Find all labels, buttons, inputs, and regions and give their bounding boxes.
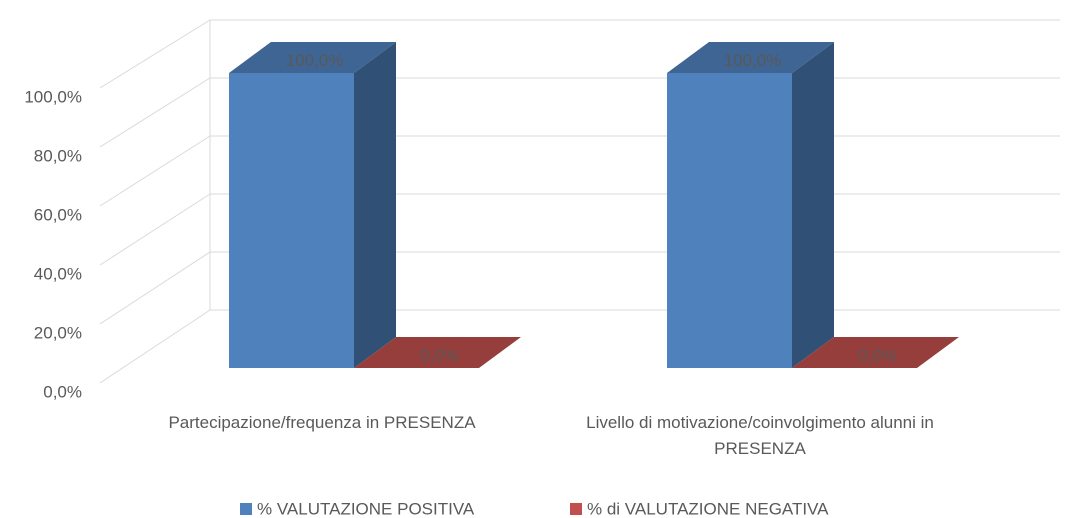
y-tick-label: 20,0% (34, 323, 82, 342)
bar (229, 73, 354, 368)
y-tick-label: 80,0% (34, 146, 82, 165)
bar-side (792, 42, 834, 368)
x-tick-label: Partecipazione/frequenza in PRESENZA (168, 413, 476, 432)
grid-line (99, 193, 211, 266)
bar (667, 73, 792, 368)
data-label: 0,0% (858, 346, 897, 365)
grid-line (99, 19, 211, 89)
bar-side (354, 42, 396, 368)
bar-top (354, 337, 521, 368)
y-tick-label: 60,0% (34, 205, 82, 224)
grid-line (99, 77, 211, 148)
grid-line (99, 309, 211, 384)
bar-top (792, 337, 959, 368)
y-tick-label: 40,0% (34, 264, 82, 283)
bar-top (229, 42, 396, 73)
data-label: 0,0% (420, 346, 459, 365)
y-tick-label: 100,0% (24, 87, 82, 106)
y-tick-label: 0,0% (43, 382, 82, 401)
grid-line (99, 135, 211, 207)
legend-label: % VALUTAZIONE POSITIVA (257, 499, 475, 518)
grid-line (99, 251, 211, 325)
legend-label: % di VALUTAZIONE NEGATIVA (587, 499, 829, 518)
data-label: 100,0% (724, 51, 782, 70)
legend-swatch (570, 503, 582, 515)
bar-top (667, 42, 834, 73)
legend-swatch (240, 503, 252, 515)
x-tick-label: Livello di motivazione/coinvolgimento al… (586, 413, 934, 458)
data-label: 100,0% (286, 51, 344, 70)
